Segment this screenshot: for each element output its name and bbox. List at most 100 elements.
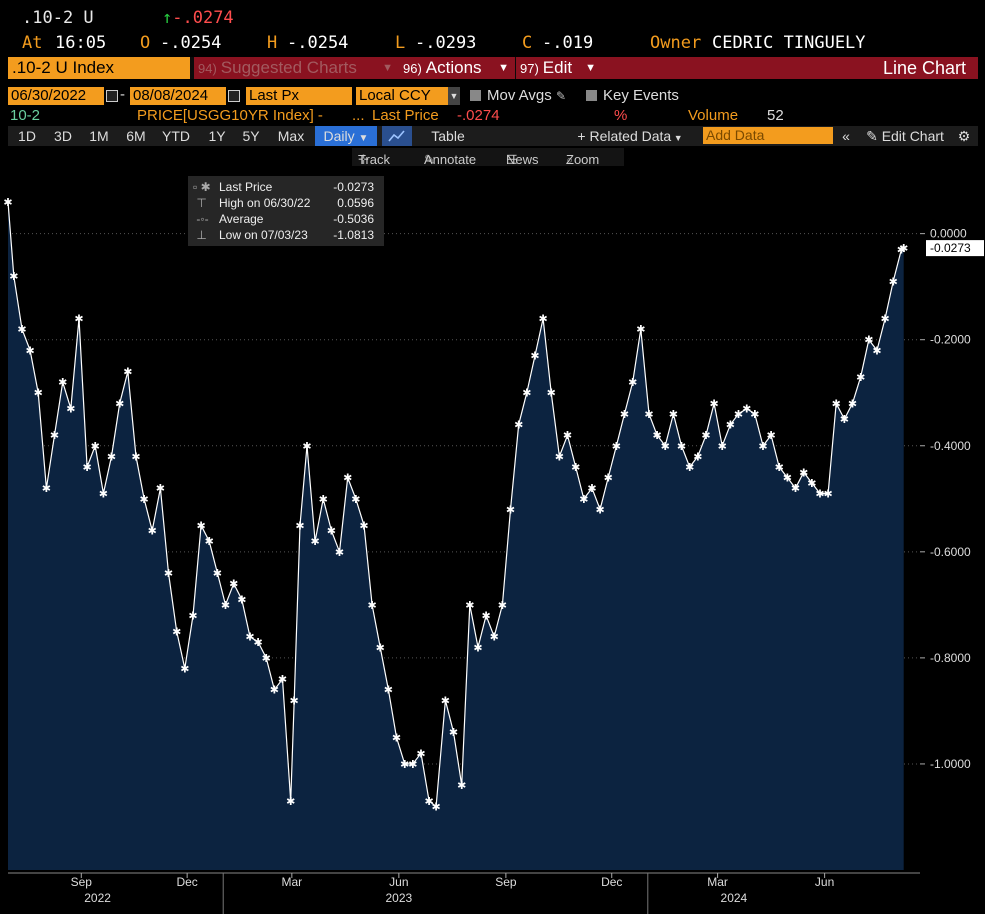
data-point: ✱ <box>766 430 775 442</box>
data-point: ✱ <box>213 568 222 580</box>
line-chart-icon[interactable] <box>382 126 412 146</box>
legend-value: 0.0596 <box>337 196 374 210</box>
data-point: ✱ <box>823 488 832 500</box>
x-year-label: 2023 <box>386 891 413 905</box>
data-point: ✱ <box>25 345 34 357</box>
data-point: ✱ <box>400 759 409 771</box>
data-point: ✱ <box>604 473 613 485</box>
data-point: ✱ <box>286 796 295 808</box>
y-tick-label: -0.2000 <box>930 333 971 347</box>
suggested-charts-menu[interactable]: 94) Suggested Charts ▼ <box>194 57 399 79</box>
data-point: ✱ <box>864 335 873 347</box>
data-point: ✱ <box>880 313 889 325</box>
data-point: ✱ <box>115 398 124 410</box>
range-6m[interactable]: 6M <box>126 128 146 144</box>
edit-chart-button[interactable]: ✎ Edit Chart <box>860 126 950 146</box>
data-point: ✱ <box>343 473 352 485</box>
series-source: PRICE[USGG10YR Index] - <box>137 107 323 124</box>
data-point: ✱ <box>367 600 376 612</box>
end-date-field[interactable]: 08/08/2024 <box>130 87 226 105</box>
checkbox-icon[interactable] <box>470 90 481 101</box>
actions-menu[interactable]: 96) Actions ▼ <box>399 57 515 79</box>
data-point: ✱ <box>131 451 140 463</box>
data-point: ✱ <box>50 430 59 442</box>
data-point: ✱ <box>587 483 596 495</box>
volume-label: Volume <box>688 107 739 124</box>
calendar-icon[interactable] <box>228 90 240 102</box>
range-3d[interactable]: 3D <box>54 128 72 144</box>
edit-menu[interactable]: 97) Edit ▼ <box>516 57 602 79</box>
data-point: ✱ <box>579 494 588 506</box>
data-point: ✱ <box>799 467 808 479</box>
related-data-menu[interactable]: + Related Data ▼ <box>568 126 692 146</box>
data-point: ✱ <box>872 345 881 357</box>
range-5y[interactable]: 5Y <box>242 128 260 144</box>
data-point: ✱ <box>302 441 311 453</box>
legend-label: Last Price <box>219 180 273 194</box>
calendar-icon[interactable] <box>106 90 118 102</box>
period-label: Daily <box>323 128 355 144</box>
data-point: ✱ <box>701 430 710 442</box>
y-tick-label: -1.0000 <box>930 757 971 771</box>
security-index-field[interactable]: .10-2 U Index <box>8 57 190 79</box>
chevron-down-icon: ▼ <box>671 133 683 143</box>
related-data-label: Related Data <box>589 128 672 144</box>
currency-select[interactable]: Local CCY ▼ <box>356 87 460 105</box>
range-max[interactable]: Max <box>277 128 305 144</box>
data-point: ✱ <box>620 409 629 421</box>
volume-value: 52 <box>767 107 784 124</box>
last-price-label: Last Price <box>372 107 439 124</box>
x-month-label: Sep <box>495 875 517 889</box>
data-point: ✱ <box>408 759 417 771</box>
magnifier-icon: ⌕ <box>566 152 574 167</box>
data-point: ✱ <box>815 488 824 500</box>
chart-legend[interactable]: ▫ ✱ Last Price -0.0273 ⊤ High on 06/30/2… <box>188 176 384 246</box>
range-1y[interactable]: 1Y <box>208 128 226 144</box>
gear-icon[interactable]: ⚙ <box>957 128 971 144</box>
data-point: ✱ <box>889 276 898 288</box>
period-select[interactable]: Daily ▼ <box>315 126 377 146</box>
data-point: ✱ <box>457 780 466 792</box>
menu-label: Suggested Charts <box>220 58 357 77</box>
data-point: ✱ <box>139 494 148 506</box>
collapse-icon[interactable]: « <box>842 128 850 144</box>
price-field-select[interactable]: Last Px <box>246 87 352 105</box>
data-point: ✱ <box>431 801 440 813</box>
data-point: ✱ <box>424 796 433 808</box>
x-month-label: Jun <box>389 875 408 889</box>
menu-number: 96) <box>403 61 422 76</box>
line-chart[interactable]: 0.0000 -0.2000 -0.4000 -0.6000 -0.8000 -1.000… <box>0 170 985 914</box>
chevron-down-icon: ▼ <box>498 62 509 74</box>
pencil-icon[interactable]: ✎ <box>555 89 566 103</box>
x-month-label: Sep <box>71 875 93 889</box>
range-ytd[interactable]: YTD <box>162 128 190 144</box>
data-point: ✱ <box>205 536 214 548</box>
data-point: ✱ <box>335 547 344 559</box>
checkbox-icon[interactable] <box>586 90 597 101</box>
data-point: ✱ <box>758 441 767 453</box>
range-1d[interactable]: 1D <box>18 128 36 144</box>
data-point: ✱ <box>416 748 425 760</box>
high-label: H <box>267 33 278 53</box>
data-point: ✱ <box>465 600 474 612</box>
data-point: ✱ <box>188 610 197 622</box>
data-point: ✱ <box>392 732 401 744</box>
data-point: ✱ <box>652 430 661 442</box>
legend-label: Low on 07/03/23 <box>219 228 308 242</box>
data-point: ✱ <box>164 568 173 580</box>
close-value: -.019 <box>542 33 594 53</box>
data-point: ✱ <box>17 324 26 336</box>
mov-avgs-toggle[interactable]: Mov Avgs ✎ <box>470 87 566 104</box>
data-point: ✱ <box>3 197 12 209</box>
add-data-input[interactable]: Add Data <box>703 127 833 144</box>
start-date-field[interactable]: 06/30/2022 <box>8 87 104 105</box>
data-point: ✱ <box>253 637 262 649</box>
data-point: ✱ <box>237 595 246 607</box>
table-button[interactable]: Table <box>431 128 465 144</box>
data-point: ✱ <box>9 271 18 283</box>
data-point: ✱ <box>91 441 100 453</box>
range-1m[interactable]: 1M <box>89 128 109 144</box>
data-point: ✱ <box>840 414 849 426</box>
data-point: ✱ <box>791 483 800 495</box>
key-events-toggle[interactable]: Key Events <box>586 87 679 104</box>
